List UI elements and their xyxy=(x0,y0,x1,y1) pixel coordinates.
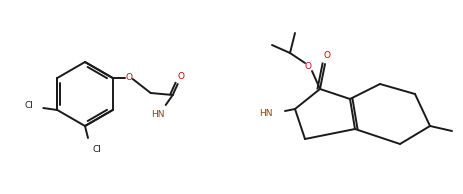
Text: O: O xyxy=(177,73,184,81)
Text: HN: HN xyxy=(259,109,272,119)
Text: Cl: Cl xyxy=(93,145,102,153)
Text: Cl: Cl xyxy=(25,101,33,111)
Text: O: O xyxy=(323,51,330,61)
Text: HN: HN xyxy=(150,111,164,120)
Text: O: O xyxy=(125,74,132,82)
Text: O: O xyxy=(304,62,311,72)
